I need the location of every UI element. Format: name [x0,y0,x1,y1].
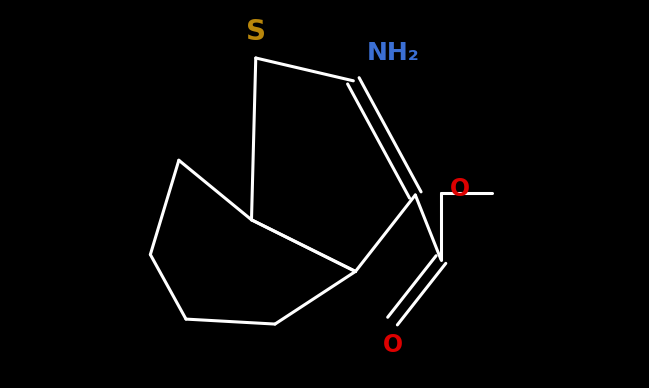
Text: NH₂: NH₂ [367,42,420,66]
Text: O: O [450,177,471,201]
Text: S: S [246,18,265,47]
Text: O: O [382,333,402,357]
